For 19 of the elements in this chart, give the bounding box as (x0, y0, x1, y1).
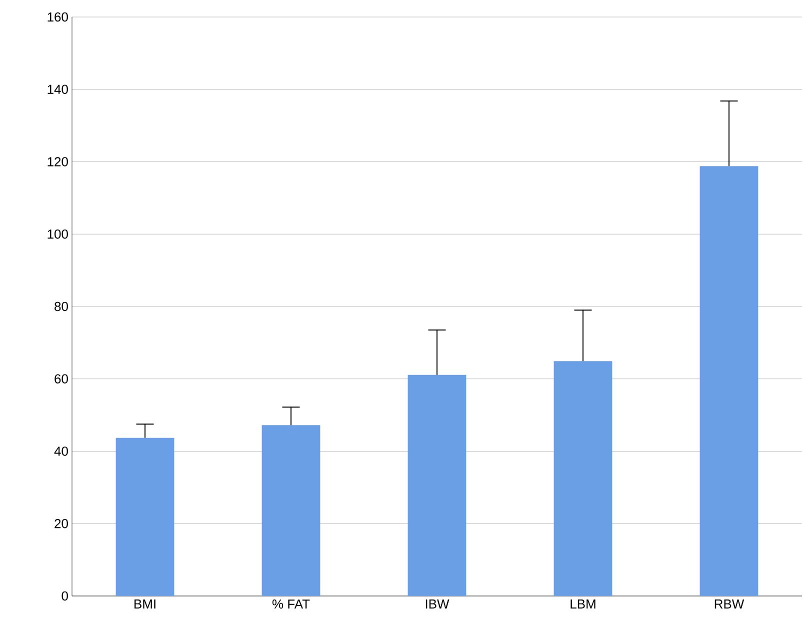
y-tick-label: 100 (48, 230, 68, 239)
x-tick-label: IBW (426, 600, 450, 608)
bar (554, 361, 612, 596)
bar (262, 425, 320, 596)
y-tick-label: 60 (54, 374, 68, 384)
x-tick-label: RBW (714, 600, 744, 608)
y-tick-label: 160 (48, 12, 68, 22)
y-tick-label: 20 (54, 519, 68, 528)
x-tick-label: LBM (570, 600, 596, 608)
bar (408, 374, 466, 596)
x-tick-label: % FAT (272, 600, 310, 609)
y-tick-label: 120 (48, 157, 68, 166)
y-tick-label: 140 (48, 84, 68, 94)
x-tick-label: BMI (134, 600, 156, 608)
y-tick-label: 40 (54, 446, 68, 456)
y-tick-label: 80 (54, 302, 68, 312)
bar (700, 166, 758, 596)
y-tick-label: 0 (62, 591, 68, 601)
bar (116, 438, 174, 596)
